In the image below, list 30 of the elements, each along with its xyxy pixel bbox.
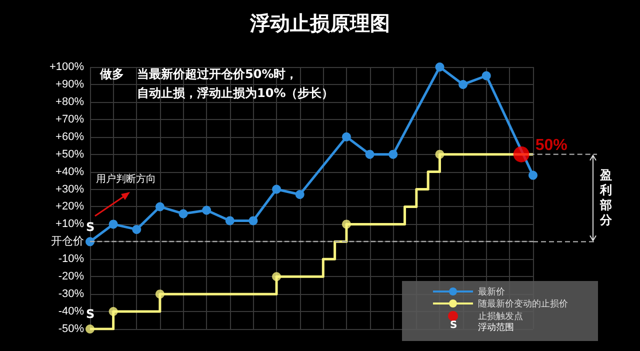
text: 盈利部分 <box>600 168 613 228</box>
y-tick-label: -50% <box>58 323 84 335</box>
y-tick-label: +30% <box>56 183 84 196</box>
y-tick-label: +10% <box>56 218 84 230</box>
y-tick-label: -20% <box>58 270 84 283</box>
y-tick-label: +90% <box>56 78 84 90</box>
legend-label: 止损触发点 <box>478 311 523 321</box>
y-tick-label: +20% <box>56 200 84 213</box>
annotation: 浮动范围 <box>478 322 514 334</box>
legend-label: 随最新价变动的止损价 <box>478 298 568 308</box>
annotation: 当最新价超过开仓价50%时， <box>137 66 298 83</box>
annotation: 做多 <box>100 66 124 83</box>
y-tick-label: +70% <box>56 113 84 126</box>
annotation: 自动止损，浮动止损为10%（步长） <box>137 85 334 102</box>
data-label: 50% <box>535 136 568 154</box>
annotation: S <box>86 307 95 321</box>
y-tick-label: 开仓价 <box>51 236 84 248</box>
y-tick-label: +50% <box>56 148 84 160</box>
y-tick-label: +40% <box>56 166 84 178</box>
chart-title: 浮动止损原理图 <box>249 11 390 35</box>
annotation: S <box>86 220 95 234</box>
y-tick-label: -10% <box>58 253 84 266</box>
annotation: 用户判断方向 <box>96 172 156 186</box>
y-tick-label: +60% <box>56 130 84 143</box>
y-tick-label: -40% <box>58 306 84 318</box>
y-tick-label: +100% <box>49 61 84 73</box>
annotation: S <box>450 320 458 331</box>
legend-label: 最新价 <box>478 286 505 296</box>
y-tick-label: +80% <box>56 96 84 108</box>
y-tick-label: -30% <box>58 288 84 300</box>
